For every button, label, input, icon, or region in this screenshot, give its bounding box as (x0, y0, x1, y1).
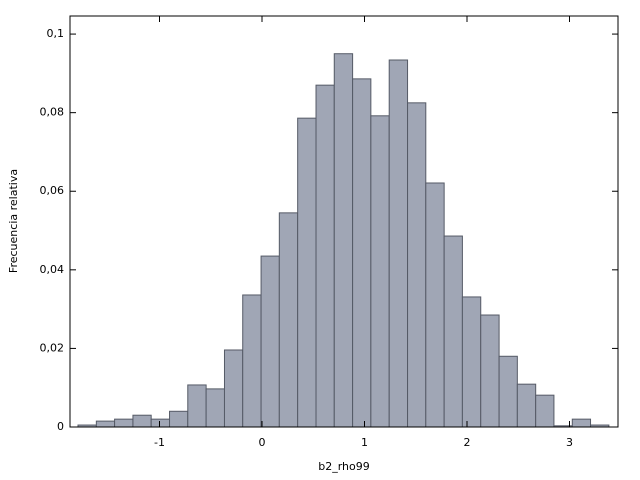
bar (535, 394, 555, 428)
bar (516, 383, 537, 428)
bar (187, 384, 207, 428)
bar (571, 418, 592, 428)
x-axis-label: b2_rho99 (318, 460, 370, 473)
bar (407, 102, 427, 428)
x-tick-label: 0 (258, 436, 265, 449)
y-tick-label: 0,06 (40, 184, 65, 197)
plot-frame (69, 15, 619, 428)
y-tick-label: 0 (57, 420, 64, 433)
x-tick-label: 1 (361, 436, 368, 449)
bar (297, 117, 317, 428)
bar (242, 294, 262, 428)
bar (114, 418, 134, 428)
bar (315, 84, 335, 428)
bar (388, 59, 409, 428)
bar (333, 53, 354, 428)
y-axis-label: Frecuencia relativa (7, 169, 20, 273)
bar (278, 212, 299, 428)
y-tick-label: 0,08 (40, 106, 65, 119)
bar (150, 418, 171, 428)
y-tick-label: 0,04 (40, 263, 65, 276)
x-tick-label: 2 (464, 436, 471, 449)
bar (498, 355, 518, 428)
y-tick-label: 0,02 (40, 341, 65, 354)
x-tick-label: 3 (566, 436, 573, 449)
bar (461, 296, 482, 428)
bar (370, 115, 390, 428)
bar (205, 388, 225, 428)
bar (425, 182, 445, 428)
bar (480, 314, 500, 428)
bar (169, 410, 189, 428)
bar (132, 414, 152, 428)
bar (352, 78, 372, 428)
bar (223, 349, 244, 428)
bar (443, 235, 463, 428)
bar (95, 420, 116, 428)
bar (260, 255, 280, 428)
y-tick-label: 0,1 (47, 27, 65, 40)
x-tick-label: -1 (154, 436, 165, 449)
